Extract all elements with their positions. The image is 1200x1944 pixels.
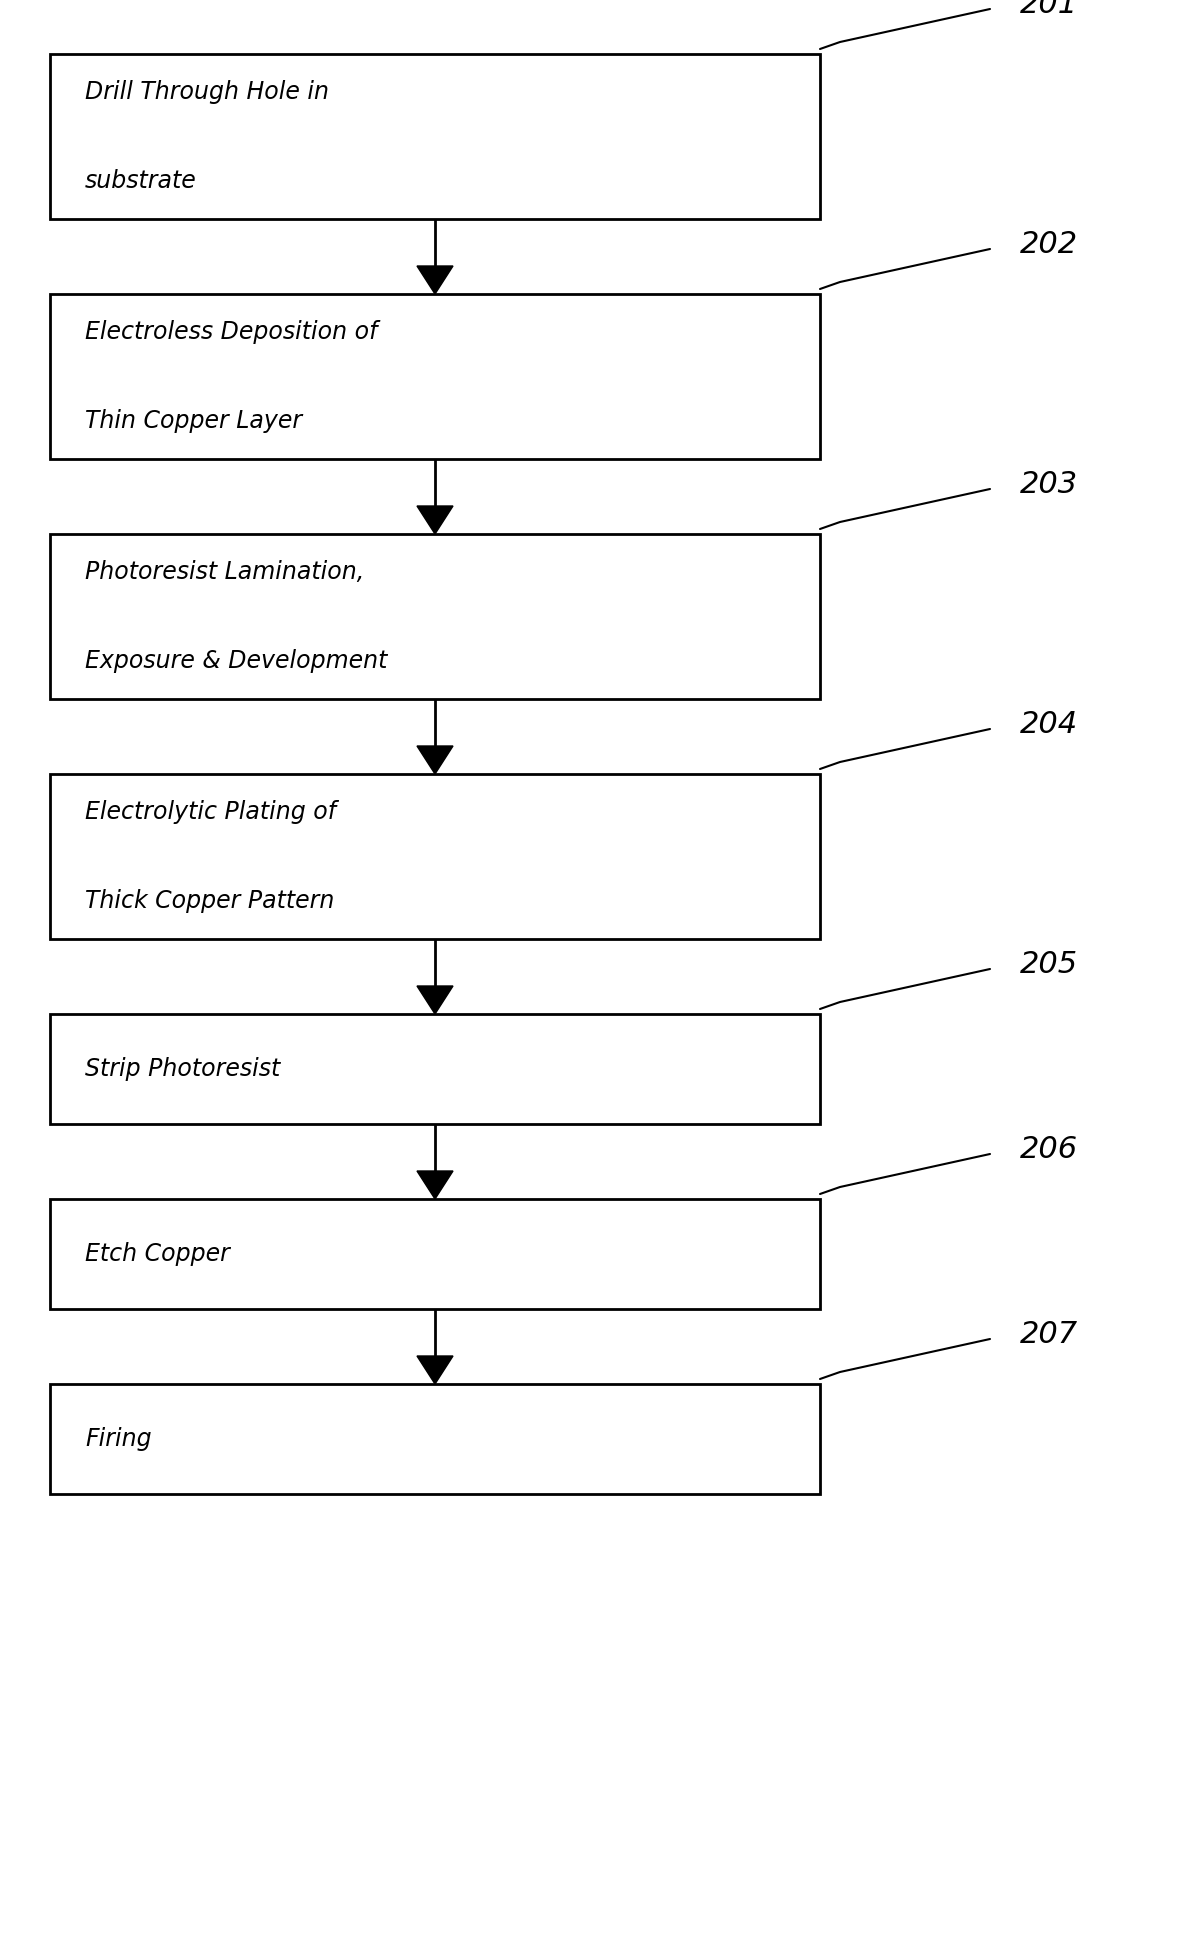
Bar	[50, 1384, 820, 1495]
Polygon shape	[418, 266, 454, 294]
Polygon shape	[418, 505, 454, 535]
Polygon shape	[418, 986, 454, 1015]
Polygon shape	[418, 746, 454, 774]
Text: 205: 205	[1020, 949, 1078, 978]
Text: 206: 206	[1020, 1135, 1078, 1164]
Text: 202: 202	[1020, 229, 1078, 259]
Text: Thick Copper Pattern: Thick Copper Pattern	[85, 888, 335, 914]
Text: Drill Through Hole in: Drill Through Hole in	[85, 80, 329, 103]
Bar	[50, 1199, 820, 1308]
Bar	[50, 535, 820, 700]
Polygon shape	[418, 1170, 454, 1199]
Text: 207: 207	[1020, 1320, 1078, 1349]
Text: Etch Copper: Etch Copper	[85, 1242, 230, 1266]
Bar	[50, 54, 820, 220]
Text: substrate: substrate	[85, 169, 197, 192]
Text: Strip Photoresist: Strip Photoresist	[85, 1058, 281, 1081]
Text: Electrolytic Plating of: Electrolytic Plating of	[85, 799, 336, 824]
Bar	[50, 774, 820, 939]
Text: 203: 203	[1020, 470, 1078, 498]
Text: 201: 201	[1020, 0, 1078, 19]
Text: 204: 204	[1020, 710, 1078, 739]
Text: Firing: Firing	[85, 1427, 151, 1450]
Polygon shape	[418, 1357, 454, 1384]
Text: Photoresist Lamination,: Photoresist Lamination,	[85, 560, 365, 583]
Text: Electroless Deposition of: Electroless Deposition of	[85, 321, 378, 344]
Text: Thin Copper Layer: Thin Copper Layer	[85, 408, 302, 434]
Text: Exposure & Development: Exposure & Development	[85, 649, 388, 673]
Bar	[50, 294, 820, 459]
Bar	[50, 1015, 820, 1124]
